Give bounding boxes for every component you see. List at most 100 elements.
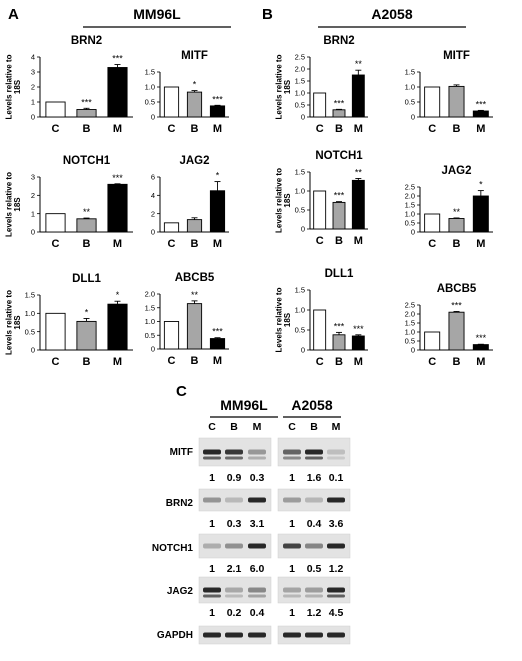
blot-quant-value: 4.5 [329,607,344,619]
y-tick-label: 0 [151,345,155,354]
bar [351,179,365,230]
y-tick-label: 0 [301,346,305,355]
bar-chart-b-dll1: DLL1 0 0.5 1.0 1.5 Levels relative to18S C *** B… [274,268,368,368]
y-tick-label: 2.0 [295,65,305,74]
bar [186,219,203,233]
chart-title: DLL1 [72,273,101,285]
blot-lane-label: C [208,421,216,433]
category-label: B [335,356,343,368]
y-axis-label: Levels relative to18S [4,172,21,237]
category-label: B [191,123,199,135]
bar [163,86,180,118]
y-tick-label: 2 [31,191,35,200]
y-tick-label: 2.5 [295,53,305,62]
bar-chart-a-brn2: BRN2 0 1 2 3 4 Levels relative to18S C *** B *** M [4,35,133,135]
category-label: C [52,123,60,135]
bar [163,222,180,233]
blot-row-label-mitf: MITF [170,447,193,458]
bar [448,218,465,233]
category-label: C [316,235,324,247]
significance-label: ** [453,207,461,217]
blot-quant-value: 1 [289,472,295,484]
y-axis-label-line: 18S [283,79,292,94]
bar-chart-b-abcb5: ABCB5 00.51.01.52.02.5 C *** B *** M [405,283,493,368]
blot-band [225,543,243,549]
blot-band [327,449,345,455]
y-tick-label: 1.0 [295,306,305,315]
blot-quant-value: 0.5 [307,563,322,575]
significance-label: *** [334,191,345,201]
bar [424,86,441,118]
y-tick-label: 0 [411,346,415,355]
y-tick-label: 4 [31,53,35,62]
category-label: C [168,123,176,135]
significance-label: ** [355,167,363,177]
y-tick-label: 0 [31,228,35,237]
y-axis-label-line: 18S [13,197,22,212]
bar [472,195,489,233]
category-label: M [113,238,122,250]
category-label: C [428,123,436,135]
category-label: C [52,238,60,250]
chart-title: ABCB5 [437,283,477,295]
category-label: C [52,356,60,368]
blot-quant-value: 0.2 [227,607,242,619]
blot-band [305,543,323,549]
chart-title: NOTCH1 [315,150,363,162]
y-axis-label-line: Levels relative to [4,172,13,237]
y-tick-label: 2.0 [405,310,415,319]
bar [76,109,97,118]
y-tick-label: 1.0 [25,309,35,318]
blot-band-secondary [327,456,345,460]
bar [472,110,489,118]
blot-band-secondary [225,594,243,598]
blot-band [283,449,301,455]
y-axis-label-line: Levels relative to [274,168,283,233]
bar [186,91,203,118]
category-label: M [354,123,363,135]
chart-title: MITF [443,50,470,62]
blot-band [203,543,221,549]
blot-quant-value: 2.1 [227,563,242,575]
category-label: M [476,356,485,368]
y-tick-label: 1.5 [25,291,35,300]
blot-quant-value: 1.6 [307,472,322,484]
category-label: C [168,355,176,367]
y-tick-label: 1.0 [145,83,155,92]
panel-title-mm96l: MM96L [133,6,181,22]
blot-band [248,449,266,455]
blot-quant-value: 1 [209,607,215,619]
bar-chart-a-dll1: DLL1 0 0.5 1.0 1.5 Levels relative to18S C * B * M [4,273,133,368]
significance-label: * [216,171,220,181]
blot-band [203,587,221,593]
blot-band [305,632,323,638]
y-tick-label: 0 [411,113,415,122]
significance-label: *** [81,97,92,107]
blot-row-label-brn2: BRN2 [166,498,194,509]
panel-title-a2058: A2058 [371,6,412,22]
bar [424,331,441,351]
blot-lane-label: B [230,421,238,433]
y-tick-label: 2.0 [405,192,415,201]
y-tick-label: 1.5 [295,168,305,177]
chart-title: BRN2 [71,35,102,47]
y-tick-label: 1.0 [405,328,415,337]
bar-chart-b-brn2: BRN2 0 0.5 1.0 1.5 2.0 2.5 Levels relative to18… [274,35,368,135]
blot-quant-value: 1 [289,607,295,619]
y-tick-label: 0 [31,346,35,355]
blot-lane-label: B [310,421,318,433]
blot-quant-value: 1 [209,563,215,575]
category-label: C [316,123,324,135]
blot-lane-label: M [253,421,262,433]
blot-band [305,587,323,593]
blot-lane-label: M [332,421,341,433]
bar [186,303,203,350]
y-tick-label: 3 [31,68,35,77]
blot-band-secondary [327,594,345,598]
bar-chart-a-notch1: NOTCH1 0 1 2 3 Levels relative to18S C ** B *** M [4,155,133,250]
blot-band-secondary [305,594,323,598]
category-label: M [476,123,485,135]
bar [332,109,346,118]
significance-label: ** [191,290,199,300]
category-label: B [453,238,461,250]
